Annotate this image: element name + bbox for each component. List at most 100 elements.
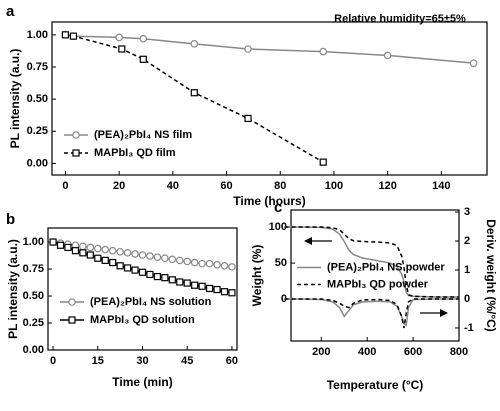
legend-label: (PEA)₂PbI₄ NS powder <box>327 261 445 273</box>
arrow-left <box>304 237 332 245</box>
marker <box>79 249 87 257</box>
y-tick-label: 0.00 <box>27 157 48 169</box>
y2-axis-label: Deriv. weight (%/°C) <box>484 219 498 332</box>
x-tick-label: 60 <box>226 355 238 367</box>
y-tick-label: 0.75 <box>23 263 44 275</box>
marker <box>228 289 236 297</box>
x-tick-label: 20 <box>113 180 125 192</box>
series-line <box>65 34 324 163</box>
y-tick-label: 0.75 <box>27 61 48 73</box>
y-tick-label: 0.00 <box>23 344 44 356</box>
x-tick-label: 400 <box>358 346 376 358</box>
marker <box>153 253 162 261</box>
marker <box>131 250 139 258</box>
marker <box>86 251 94 259</box>
legend-marker <box>68 316 76 324</box>
y2-tick-label: 3 <box>464 206 470 218</box>
marker <box>205 284 214 293</box>
y-tick-label: 0.50 <box>23 290 44 302</box>
y-tick-label: 0 <box>281 293 287 305</box>
marker <box>71 247 80 255</box>
legend-label: MAPbI₃ QD solution <box>90 314 195 326</box>
marker <box>220 288 229 296</box>
marker <box>183 279 191 287</box>
panel-label: a <box>6 3 15 20</box>
marker <box>161 274 169 282</box>
marker <box>168 276 176 284</box>
marker <box>213 260 221 269</box>
x-tick-label: 30 <box>136 355 148 367</box>
marker <box>138 268 147 276</box>
marker <box>146 252 154 260</box>
marker <box>319 158 327 166</box>
y-axis-label: PL intensity (a.u.) <box>8 49 22 149</box>
marker <box>220 261 229 270</box>
series-line <box>65 34 474 64</box>
x-tick-label: 45 <box>181 355 193 367</box>
marker <box>86 243 95 252</box>
series-line <box>284 298 459 329</box>
y-axis-label: PL intensity (a.u.) <box>6 239 20 339</box>
x-axis-label: Time (min) <box>112 375 172 389</box>
legend-label: (PEA)₂PbI₄ NS film <box>94 129 192 141</box>
marker <box>138 251 147 259</box>
x-tick-label: 0 <box>62 180 68 192</box>
x-tick-label: 60 <box>220 180 232 192</box>
marker <box>116 262 124 270</box>
y-tick-label: 0.25 <box>27 125 48 137</box>
marker <box>168 255 177 264</box>
marker <box>190 40 199 48</box>
x-tick-label: 100 <box>325 180 343 192</box>
plot-frame <box>51 21 488 176</box>
marker <box>79 242 87 251</box>
legend-marker <box>72 149 80 157</box>
x-tick-label: 200 <box>312 346 330 358</box>
y-tick-label: 1.00 <box>23 236 44 248</box>
marker <box>244 114 252 123</box>
marker <box>176 278 184 286</box>
y-axis-label: Weight (%) <box>250 245 264 307</box>
marker <box>131 266 139 274</box>
marker <box>64 243 72 252</box>
y2-tick-label: -1 <box>464 322 474 334</box>
marker <box>213 285 221 294</box>
y-tick-label: 50 <box>275 257 287 269</box>
legend-label: (PEA)₂PbI₄ NS solution <box>90 296 212 308</box>
marker <box>115 33 123 42</box>
marker <box>49 238 57 246</box>
marker <box>319 47 328 56</box>
marker <box>183 257 192 266</box>
marker <box>190 89 198 97</box>
marker <box>190 258 199 267</box>
y-tick-label: 0.25 <box>23 317 44 329</box>
series-line <box>284 226 459 298</box>
marker <box>383 51 392 60</box>
marker <box>161 254 169 263</box>
marker <box>109 258 117 267</box>
x-tick-label: 120 <box>378 180 396 192</box>
legend-marker <box>68 298 76 306</box>
legend-marker <box>72 131 80 139</box>
marker <box>228 263 236 271</box>
y-tick-label: 100 <box>269 221 287 233</box>
x-tick-label: 800 <box>450 346 468 358</box>
marker <box>118 45 126 53</box>
marker <box>198 282 206 290</box>
marker <box>93 244 102 253</box>
plot-frame <box>290 209 460 342</box>
panel-label: c <box>274 199 282 216</box>
marker <box>153 272 162 281</box>
x-tick-label: 140 <box>432 180 450 192</box>
marker <box>69 32 78 40</box>
marker <box>123 264 132 272</box>
legend-label: MAPbI₃ QD powder <box>327 278 429 290</box>
marker <box>101 256 109 264</box>
x-tick-label: 80 <box>274 180 286 192</box>
marker <box>139 34 148 43</box>
annotation: Relative humidity=65±5% <box>334 13 466 25</box>
marker <box>469 59 478 67</box>
x-tick-label: 600 <box>404 346 422 358</box>
x-tick-label: 40 <box>167 180 179 192</box>
marker <box>244 45 252 53</box>
